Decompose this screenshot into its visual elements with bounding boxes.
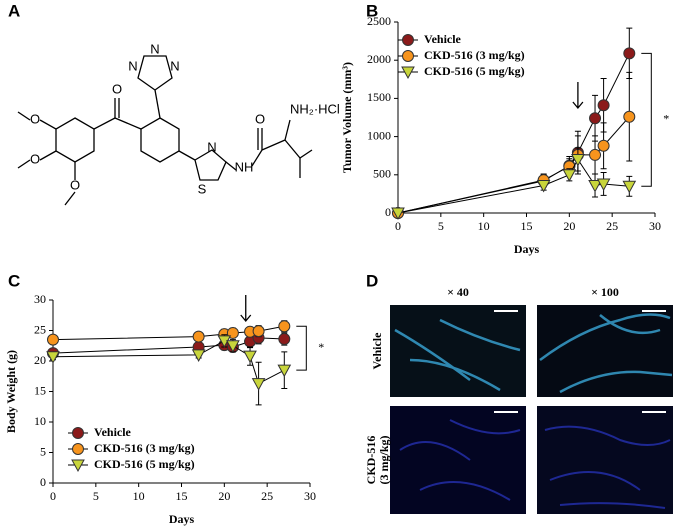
- x-tick-label: 5: [438, 219, 444, 233]
- legend-marker: [71, 459, 85, 473]
- column-label: × 100: [591, 285, 619, 299]
- marker: [622, 180, 637, 194]
- x-tick-label: 0: [395, 219, 401, 233]
- atom-label: N: [128, 58, 137, 73]
- x-tick-label: 15: [521, 219, 533, 233]
- arrow: [572, 82, 584, 110]
- marker: [597, 139, 610, 152]
- marker: [571, 154, 585, 167]
- x-tick-label: 5: [93, 489, 99, 503]
- panel-label: B: [366, 1, 378, 20]
- marker: [391, 207, 405, 221]
- annotation: *: [663, 112, 669, 126]
- row-label: Vehicle: [370, 332, 384, 370]
- marker: [589, 148, 602, 161]
- row-label: CKD-516: [364, 436, 378, 485]
- legend-marker: [401, 66, 415, 80]
- marker: [226, 340, 240, 353]
- structure: [17, 55, 313, 206]
- atom-label: O: [112, 81, 122, 96]
- marker: [536, 179, 551, 193]
- marker: [596, 178, 611, 192]
- marker: [588, 179, 602, 193]
- x-tick-label: 0: [50, 489, 56, 503]
- y-tick-label: 10: [34, 414, 46, 428]
- y-tick-label: 2000: [367, 52, 391, 66]
- bracket: [296, 325, 307, 371]
- y-axis-label: Tumor Volume (mm³): [340, 62, 354, 173]
- legend-marker: [72, 443, 84, 455]
- x-tick-label: 30: [304, 489, 316, 503]
- legend-label: CKD-516 (3 mg/kg): [94, 441, 195, 455]
- y-axis-label: Body Weight (g): [4, 350, 18, 433]
- panel-label: A: [8, 1, 20, 20]
- legend-label: Vehicle: [424, 32, 462, 46]
- atom-label: O: [70, 177, 80, 192]
- y-tick-label: 20: [34, 353, 46, 367]
- legend-marker: [72, 427, 84, 439]
- marker: [278, 320, 291, 333]
- x-tick-label: 10: [133, 489, 145, 503]
- marker: [277, 364, 292, 378]
- legend-label: CKD-516 (5 mg/kg): [424, 64, 525, 78]
- x-tick-label: 20: [563, 219, 575, 233]
- atom-label: S: [198, 181, 207, 196]
- x-tick-label: 30: [649, 219, 661, 233]
- x-tick-label: 25: [261, 489, 273, 503]
- y-tick-label: 15: [34, 383, 46, 397]
- atom-label: N: [207, 139, 216, 154]
- row-label: (3 mg/kg): [377, 436, 391, 485]
- atom-label: N: [150, 41, 159, 56]
- y-tick-label: 2500: [367, 14, 391, 28]
- marker: [46, 351, 60, 364]
- bracket: [641, 52, 652, 187]
- marker: [623, 47, 636, 60]
- legend-marker: [402, 50, 414, 62]
- panel-label: C: [8, 271, 20, 290]
- column-label: × 40: [447, 285, 469, 299]
- marker: [252, 325, 265, 338]
- atom-label: O: [255, 111, 265, 126]
- y-tick-label: 1500: [367, 90, 391, 104]
- legend-label: Vehicle: [94, 425, 132, 439]
- atom-label: NH₂·HCl: [290, 101, 340, 116]
- x-tick-label: 20: [218, 489, 230, 503]
- marker: [243, 350, 257, 364]
- marker: [251, 378, 266, 391]
- panel-label: D: [366, 271, 378, 290]
- x-axis-label: Days: [169, 512, 195, 526]
- y-tick-label: 1000: [367, 128, 391, 142]
- annotation: *: [318, 340, 324, 354]
- marker: [562, 169, 577, 182]
- legend-marker: [402, 34, 414, 46]
- y-tick-label: 500: [373, 167, 391, 181]
- marker: [192, 330, 205, 343]
- arrow: [240, 295, 252, 323]
- atom-label: NH: [235, 159, 254, 174]
- marker: [47, 333, 59, 346]
- marker: [278, 333, 291, 346]
- microscopy: × 40 × 100 Vehicle CKD-516 (3 mg/kg): [364, 285, 673, 514]
- y-tick-label: 0: [385, 205, 391, 219]
- legend-label: CKD-516 (5 mg/kg): [94, 457, 195, 471]
- y-tick-label: 5: [40, 444, 46, 458]
- marker: [597, 99, 610, 112]
- atom-label: O: [30, 111, 40, 126]
- y-tick-label: 0: [40, 475, 46, 489]
- y-tick-label: 30: [34, 292, 46, 306]
- x-tick-label: 15: [176, 489, 188, 503]
- x-tick-label: 25: [606, 219, 618, 233]
- x-tick-label: 10: [478, 219, 490, 233]
- y-tick-label: 25: [34, 322, 46, 336]
- marker: [191, 349, 206, 362]
- legend-label: CKD-516 (3 mg/kg): [424, 48, 525, 62]
- marker: [623, 110, 636, 123]
- atom-label: N: [170, 58, 179, 73]
- x-axis-label: Days: [514, 242, 540, 256]
- marker: [589, 112, 602, 125]
- atom-label: O: [30, 151, 40, 166]
